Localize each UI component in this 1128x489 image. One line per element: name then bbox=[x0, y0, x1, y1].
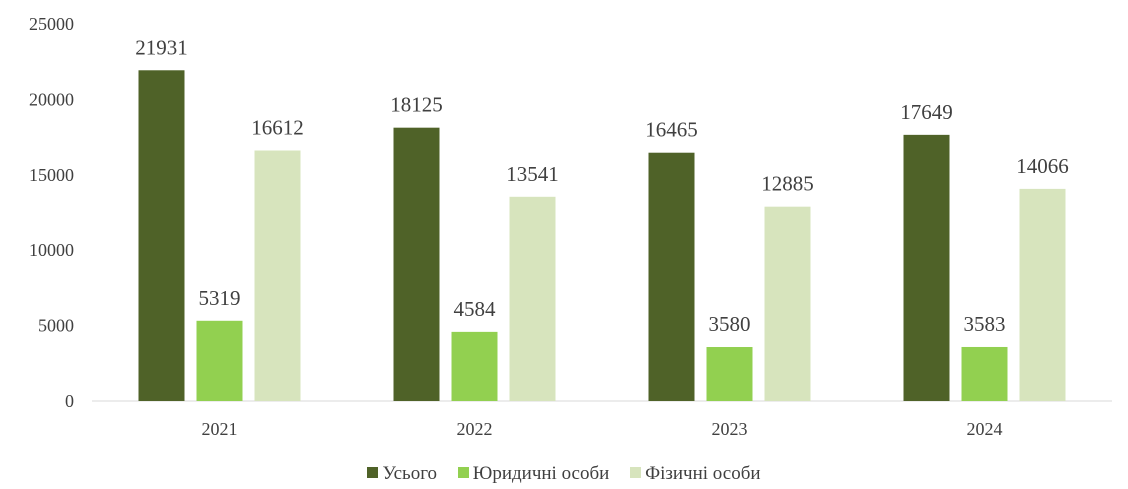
x-tick-label: 2024 bbox=[967, 419, 1003, 439]
data-label: 3583 bbox=[964, 312, 1006, 336]
data-label: 16612 bbox=[251, 115, 304, 139]
bar bbox=[393, 127, 440, 402]
bar bbox=[138, 70, 185, 401]
legend-label-legal-entities: Юридичні особи bbox=[472, 463, 610, 484]
bar bbox=[451, 331, 498, 401]
bar bbox=[903, 134, 950, 401]
legend-swatch-legal-entities bbox=[457, 467, 469, 478]
legend-label-total: Усього bbox=[382, 463, 438, 484]
legend: Усього Юридичні особи Фізичні особи bbox=[0, 463, 1128, 485]
legend-swatch-individuals bbox=[630, 467, 642, 478]
data-label: 17649 bbox=[900, 100, 953, 124]
y-tick-label: 10000 bbox=[29, 240, 74, 260]
y-tick-label: 15000 bbox=[29, 165, 74, 185]
x-tick-label: 2021 bbox=[202, 419, 238, 439]
legend-label-individuals: Фізичні особи bbox=[645, 463, 761, 484]
bar bbox=[254, 150, 301, 401]
legend-item-individuals: Фізичні особи bbox=[630, 463, 761, 485]
bar bbox=[961, 346, 1008, 401]
bar bbox=[196, 320, 243, 401]
x-tick-label: 2022 bbox=[457, 419, 493, 439]
bar-chart: 0 5000 10000 15000 20000 25000 21931 5319 16612 2… bbox=[29, 14, 1112, 439]
data-label: 3580 bbox=[709, 312, 751, 336]
data-label: 14066 bbox=[1016, 154, 1069, 178]
legend-swatch-total bbox=[367, 467, 379, 478]
y-tick-label: 20000 bbox=[29, 89, 74, 109]
bar bbox=[509, 196, 556, 401]
data-label: 16465 bbox=[645, 118, 698, 142]
legend-item-legal-entities: Юридичні особи bbox=[457, 463, 610, 485]
y-tick-label: 25000 bbox=[29, 14, 74, 34]
data-label: 18125 bbox=[390, 93, 443, 117]
data-label: 13541 bbox=[506, 162, 559, 186]
bar bbox=[764, 206, 811, 401]
data-label: 5319 bbox=[199, 286, 241, 310]
data-label: 12885 bbox=[761, 172, 814, 196]
data-label: 21931 bbox=[135, 35, 188, 59]
bar bbox=[648, 152, 695, 401]
y-tick-label: 0 bbox=[65, 391, 74, 411]
bar bbox=[1019, 188, 1066, 401]
y-tick-label: 5000 bbox=[38, 316, 74, 336]
data-label: 4584 bbox=[454, 297, 497, 321]
legend-item-total: Усього bbox=[367, 463, 437, 485]
x-tick-label: 2023 bbox=[712, 419, 748, 439]
bar bbox=[706, 347, 753, 401]
